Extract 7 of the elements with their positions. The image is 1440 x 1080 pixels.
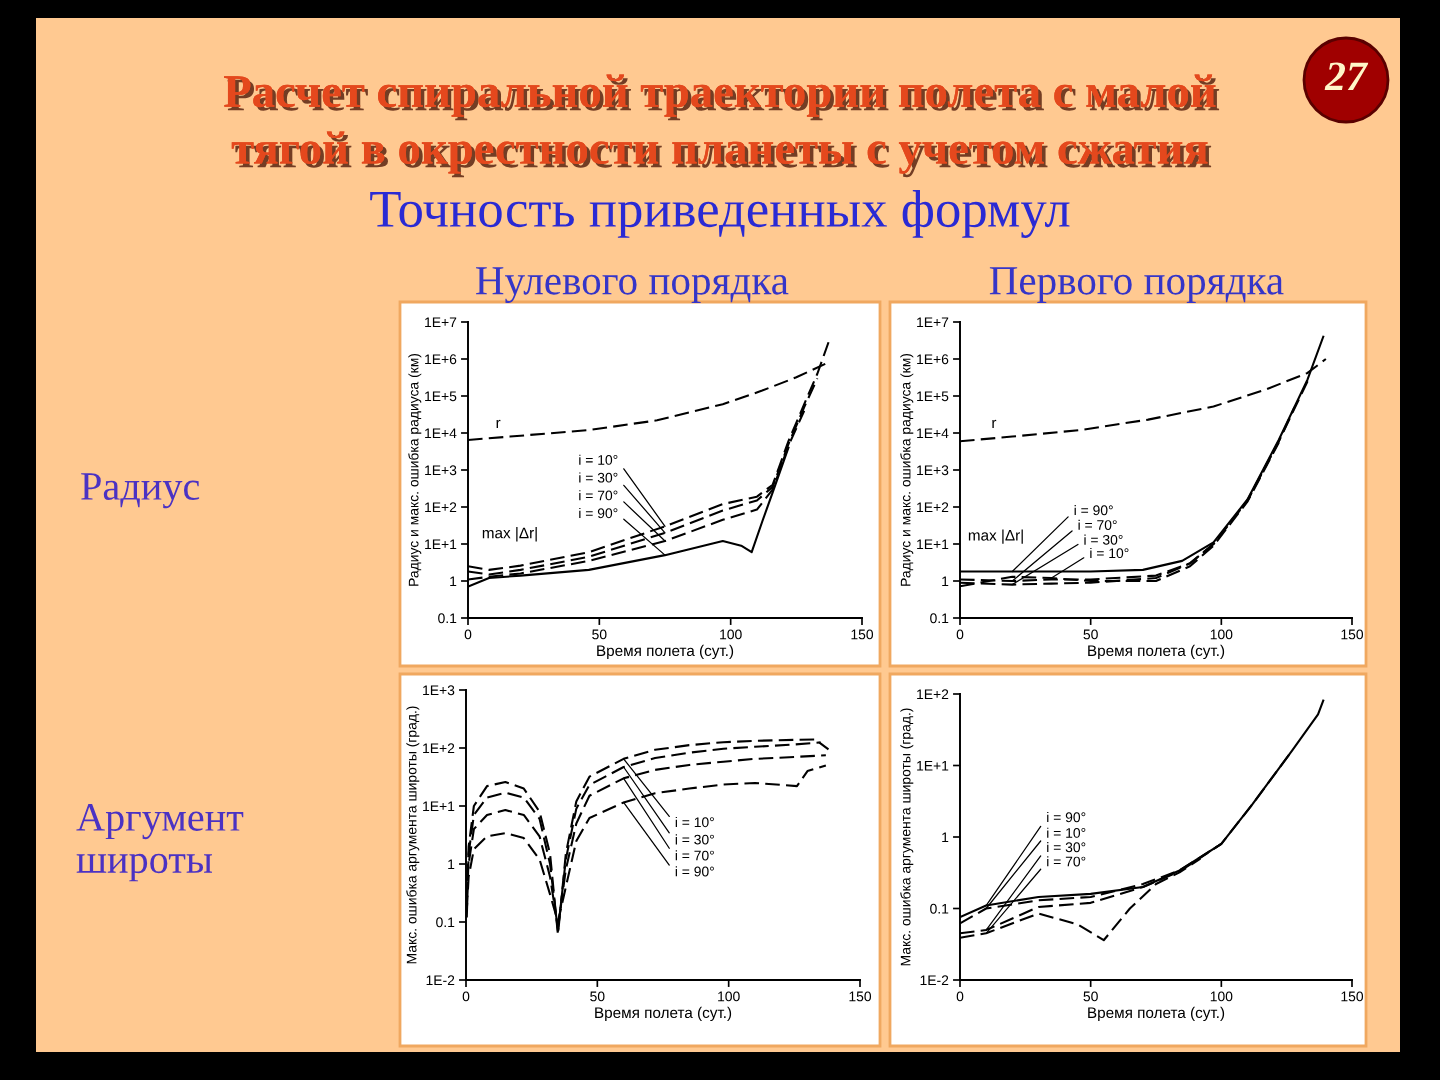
- chart-title: Первого порядка: [989, 267, 1284, 303]
- text: Радиус: [81, 473, 200, 509]
- text: Точность приведенных формул: [370, 189, 1070, 239]
- chart-title: Нулевого порядка: [476, 267, 789, 304]
- text: Аргумент широты: [76, 803, 244, 882]
- text: Расчет спиральной траектории полета с малой тягой в окрестности планеты с учетом сжатия: [224, 74, 1220, 178]
- text: 27: [1324, 62, 1369, 91]
